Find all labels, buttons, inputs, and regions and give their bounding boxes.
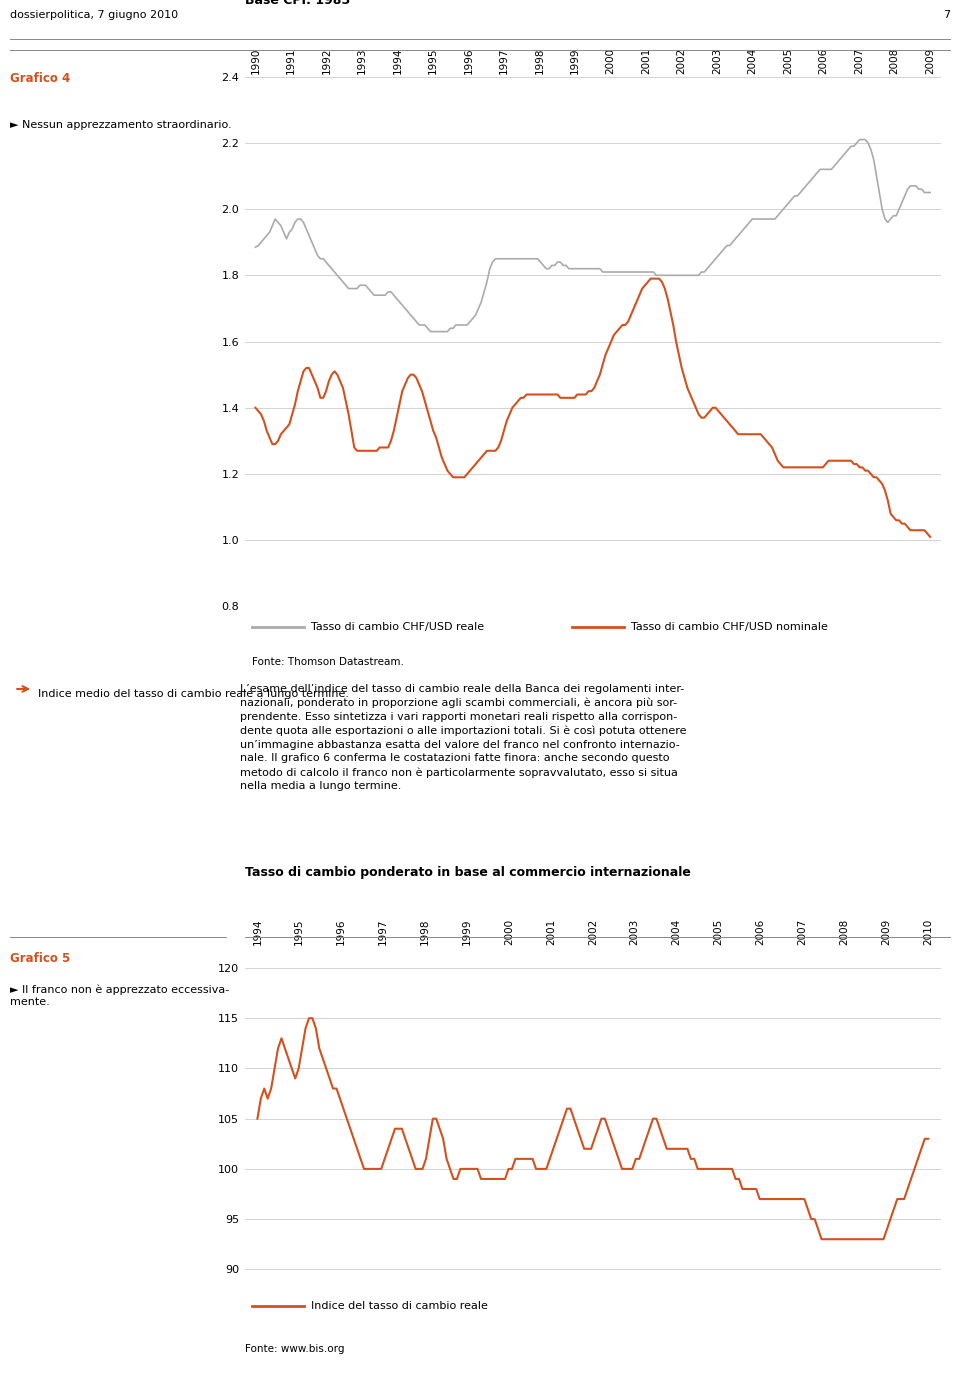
Text: Fonte: Thomson Datastream.: Fonte: Thomson Datastream. [252,658,403,668]
Text: Tasso di cambio CHF/USD reale: Tasso di cambio CHF/USD reale [311,622,484,631]
Text: Tasso di cambio reale e nominale CHF/Euro a confronto
Base CPI: 1985: Tasso di cambio reale e nominale CHF/Eur… [245,0,632,7]
Text: Indice del tasso di cambio reale: Indice del tasso di cambio reale [311,1301,488,1310]
Text: L’esame dell’indice del tasso di cambio reale della Banca dei regolamenti inter-: L’esame dell’indice del tasso di cambio … [240,684,686,792]
Text: Indice medio del tasso di cambio reale a lungo termine.: Indice medio del tasso di cambio reale a… [37,689,348,698]
Text: ► Il franco non è apprezzato eccessiva-
mente.: ► Il franco non è apprezzato eccessiva- … [10,984,228,1006]
Text: Grafico 4: Grafico 4 [10,72,70,85]
Text: ► Nessun apprezzamento straordinario.: ► Nessun apprezzamento straordinario. [10,120,231,130]
Text: 7: 7 [944,10,950,20]
Text: Tasso di cambio ponderato in base al commercio internazionale: Tasso di cambio ponderato in base al com… [245,866,690,878]
Text: Grafico 5: Grafico 5 [10,952,70,965]
Text: Tasso di cambio CHF/USD nominale: Tasso di cambio CHF/USD nominale [631,622,828,631]
Text: dossierpolitica, 7 giugno 2010: dossierpolitica, 7 giugno 2010 [10,10,178,20]
Text: Fonte: www.bis.org: Fonte: www.bis.org [245,1344,345,1355]
